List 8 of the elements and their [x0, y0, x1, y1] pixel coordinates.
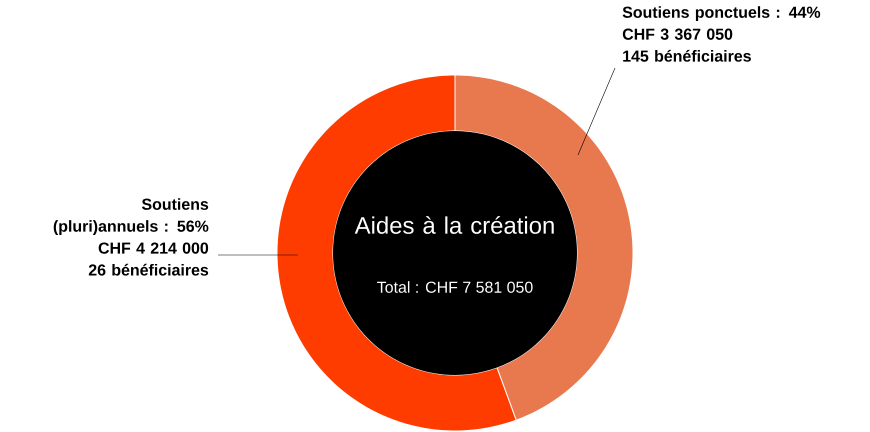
text: 26 bénéficiaires [88, 264, 208, 276]
data-label: CHF 3 367 050 [622, 28, 732, 40]
slice-label: Soutiens (pluri)annuels : 56% [54, 198, 208, 235]
data-label: CHF 4 214 000 [98, 242, 208, 254]
text: Aides à la création [354, 216, 554, 234]
text: Total : CHF 7 581 050 [377, 281, 533, 293]
text: 145 bénéficiaires [623, 50, 751, 62]
slice-label: Soutiens ponctuels : 44% [622, 6, 820, 22]
